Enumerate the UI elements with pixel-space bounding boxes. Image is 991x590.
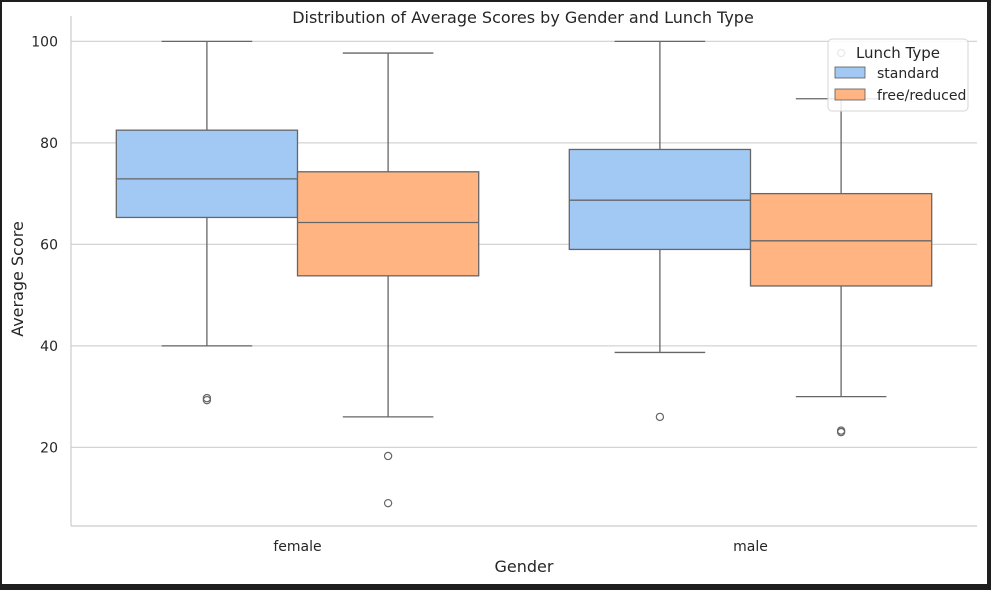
iqr-box-free-reduced-male [749, 192, 933, 287]
outlier-free-reduced-female-0 [383, 451, 393, 461]
outlier-standard-female-1 [202, 393, 212, 403]
legend-title: Lunch Type [856, 44, 940, 62]
y-tick-label-40: 40 [40, 339, 58, 355]
box-standard-male [568, 40, 752, 422]
box-series [115, 40, 933, 508]
chart-title: Distribution of Average Scores by Gender… [292, 8, 754, 27]
y-tick-label-20: 20 [40, 440, 58, 456]
legend: Lunch Type standard free/reduced [827, 38, 969, 112]
box-free-reduced-male [749, 48, 933, 437]
iqr-box-standard-male [568, 148, 752, 251]
legend-swatch-free-reduced [834, 88, 866, 101]
y-tick-labels: 20 40 60 80 100 [31, 34, 58, 456]
legend-swatch-standard [834, 66, 866, 79]
y-tick-label-80: 80 [40, 136, 58, 152]
iqr-box-free-reduced-female [296, 171, 480, 277]
y-tick-label-100: 100 [31, 34, 58, 50]
axes [70, 16, 977, 527]
x-tick-label-male: male [733, 539, 768, 555]
x-tick-labels: female male [273, 539, 768, 555]
y-tick-label-60: 60 [40, 237, 58, 253]
legend-label-standard: standard [877, 66, 939, 82]
outlier-free-reduced-female-1 [383, 498, 393, 508]
x-axis-label: Gender [495, 557, 554, 576]
outlier-standard-male-0 [655, 412, 665, 422]
iqr-box-standard-female [115, 129, 299, 219]
box-free-reduced-female [296, 52, 480, 508]
outlier-free-reduced-male-1 [836, 426, 846, 435]
x-tick-label-female: female [273, 539, 321, 555]
y-axis-label: Average Score [8, 221, 27, 337]
legend-label-free-reduced: free/reduced [877, 88, 966, 104]
box-standard-female [115, 40, 299, 405]
